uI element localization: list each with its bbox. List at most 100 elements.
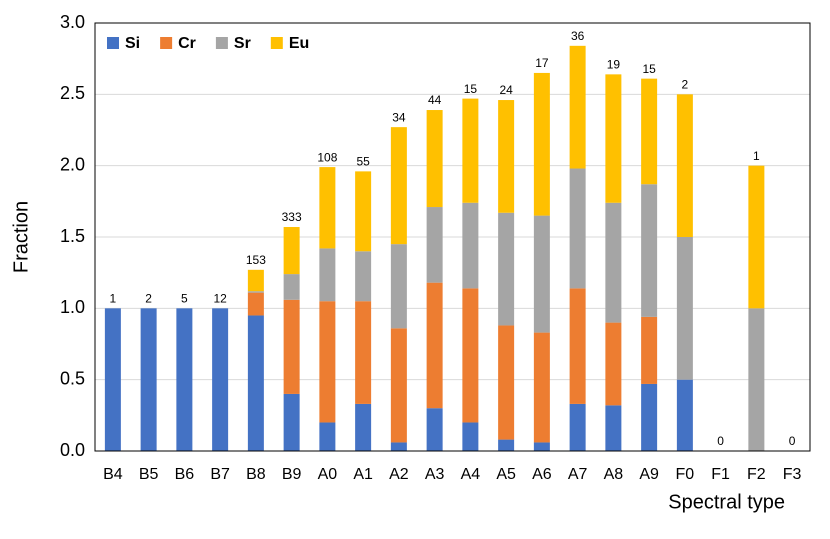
bar-label: 1 bbox=[753, 149, 760, 163]
y-tick-label: 0.5 bbox=[60, 368, 85, 388]
bar-label: 12 bbox=[213, 292, 227, 306]
y-tick-label: 2.5 bbox=[60, 83, 85, 103]
x-tick-label: B8 bbox=[246, 466, 266, 483]
bar-segment bbox=[319, 422, 336, 451]
legend-label: Eu bbox=[289, 35, 309, 52]
bar-segment bbox=[748, 165, 765, 309]
bar-segment bbox=[462, 98, 479, 203]
x-tick-label: B9 bbox=[282, 466, 302, 483]
y-axis-title: Fraction bbox=[10, 201, 32, 273]
x-tick-label: A3 bbox=[425, 466, 445, 483]
bar-segment bbox=[498, 325, 515, 440]
legend-swatch bbox=[107, 37, 119, 49]
bar-segment bbox=[140, 308, 157, 451]
plot-border bbox=[94, 22, 811, 452]
bar-label: 2 bbox=[145, 292, 152, 306]
bar-segment bbox=[676, 94, 693, 237]
bar-label: 153 bbox=[246, 253, 266, 267]
bar-segment bbox=[569, 288, 586, 404]
bar-segment bbox=[176, 308, 193, 451]
y-tick-label: 3.0 bbox=[60, 12, 85, 32]
x-axis-title: Spectral type bbox=[668, 491, 785, 513]
bar-label: 15 bbox=[464, 82, 478, 96]
bar-segment bbox=[569, 403, 586, 451]
bar-segment bbox=[533, 72, 550, 216]
bar-segment bbox=[605, 322, 622, 406]
x-tick-label: A2 bbox=[389, 466, 409, 483]
bar-segment bbox=[390, 127, 407, 245]
bar-segment bbox=[355, 301, 372, 404]
x-tick-label: A9 bbox=[639, 466, 659, 483]
x-tick-label: B4 bbox=[103, 466, 123, 483]
bar-segment bbox=[569, 45, 586, 169]
x-tick-label: B6 bbox=[175, 466, 195, 483]
bar-segment bbox=[426, 408, 443, 451]
bar-segment bbox=[498, 212, 515, 326]
bar-segment bbox=[498, 439, 515, 451]
bar-segment bbox=[641, 78, 658, 185]
bar-label: 2 bbox=[682, 78, 689, 92]
bar-label: 108 bbox=[317, 150, 337, 164]
bar-segment bbox=[533, 332, 550, 443]
bar-segment bbox=[212, 308, 229, 451]
x-tick-label: B7 bbox=[210, 466, 230, 483]
bar-segment bbox=[462, 202, 479, 289]
y-tick-label: 2.0 bbox=[60, 154, 85, 174]
x-tick-label: A4 bbox=[461, 466, 481, 483]
bar-segment bbox=[426, 207, 443, 283]
bar-segment bbox=[605, 202, 622, 323]
y-tick-label: 0.0 bbox=[60, 440, 85, 460]
bar-segment bbox=[641, 184, 658, 317]
x-tick-label: F0 bbox=[676, 466, 695, 483]
bar-segment bbox=[533, 442, 550, 451]
legend-swatch bbox=[215, 37, 228, 49]
x-tick-label: A5 bbox=[496, 466, 516, 483]
bar-segment bbox=[283, 227, 300, 275]
legend-label: Cr bbox=[178, 35, 196, 52]
bar-label: 55 bbox=[356, 155, 370, 169]
x-tick-label: F2 bbox=[747, 466, 766, 483]
bar-segment bbox=[247, 315, 264, 451]
bar-label: 34 bbox=[392, 110, 406, 124]
legend-label: Sr bbox=[234, 35, 251, 52]
bar-segment bbox=[426, 110, 443, 208]
bar-label: 15 bbox=[642, 62, 656, 76]
bar-segment bbox=[247, 292, 264, 316]
bar-label: 0 bbox=[789, 434, 796, 448]
bar-segment bbox=[283, 299, 300, 394]
bar-segment bbox=[355, 251, 372, 302]
bar-segment bbox=[676, 379, 693, 451]
bar-segment bbox=[426, 282, 443, 409]
bar-segment bbox=[676, 237, 693, 380]
y-tick-label: 1.0 bbox=[60, 297, 85, 317]
bar-segment bbox=[390, 244, 407, 329]
bar-segment bbox=[247, 291, 264, 293]
x-tick-label: A6 bbox=[532, 466, 552, 483]
bar-segment bbox=[641, 316, 658, 384]
bar-segment bbox=[247, 269, 264, 292]
bar-segment bbox=[319, 167, 336, 249]
bar-label: 24 bbox=[499, 83, 513, 97]
x-tick-label: A1 bbox=[353, 466, 373, 483]
bar-label: 44 bbox=[428, 93, 442, 107]
bar-label: 1 bbox=[110, 292, 117, 306]
bar-segment bbox=[355, 403, 372, 451]
x-tick-label: B5 bbox=[139, 466, 159, 483]
legend-label: Si bbox=[125, 35, 140, 52]
x-tick-label: A7 bbox=[568, 466, 588, 483]
bar-label: 17 bbox=[535, 56, 549, 70]
x-tick-label: F1 bbox=[711, 466, 730, 483]
bar-label: 0 bbox=[717, 434, 724, 448]
bar-label: 333 bbox=[282, 210, 302, 224]
bar-segment bbox=[390, 442, 407, 451]
bar-segment bbox=[533, 215, 550, 333]
bar-segment bbox=[283, 393, 300, 451]
x-tick-label: F3 bbox=[783, 466, 802, 483]
bar-segment bbox=[748, 308, 765, 451]
bar-segment bbox=[462, 422, 479, 451]
bar-segment bbox=[605, 405, 622, 451]
legend-swatch bbox=[160, 37, 173, 49]
x-tick-label: A8 bbox=[604, 466, 624, 483]
bar-segment bbox=[605, 74, 622, 203]
